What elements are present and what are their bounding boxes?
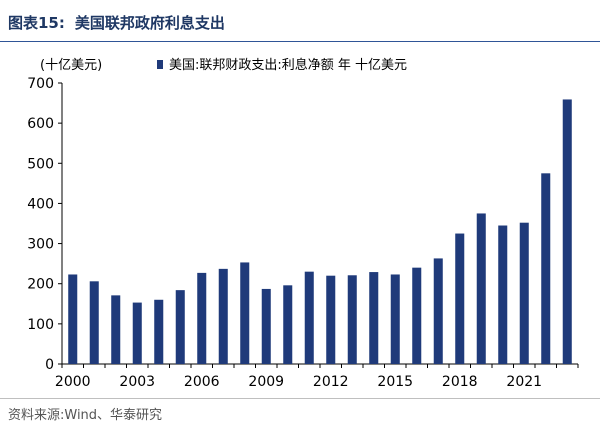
x-tick-label: 2000 — [55, 374, 91, 390]
bar-2009 — [261, 288, 271, 364]
x-tick-label: 2021 — [506, 374, 542, 390]
bar-2018 — [455, 233, 465, 364]
bar-2002 — [111, 295, 121, 364]
legend-swatch — [157, 60, 163, 69]
y-tick-label: 100 — [27, 317, 54, 333]
bar-2017 — [433, 258, 443, 364]
bars — [68, 99, 572, 365]
bar-2010 — [283, 285, 293, 364]
bar-chart: (十亿美元) 美国:联邦财政支出:利息净额 年 十亿美元 0 100 200 300 4… — [27, 57, 579, 390]
bar-2022 — [541, 173, 551, 364]
y-tick-label: 0 — [45, 357, 54, 373]
bar-2011 — [304, 271, 314, 364]
footer-rule — [0, 398, 600, 399]
y-tick-label: 300 — [27, 237, 54, 253]
x-tick-label: 2006 — [184, 374, 220, 390]
bar-2005 — [175, 290, 185, 364]
bar-2007 — [218, 268, 228, 364]
x-tick-label: 2018 — [442, 374, 478, 390]
x-tick-label: 2003 — [119, 374, 155, 390]
bar-2015 — [390, 274, 400, 364]
chart-header: 图表15: 美国联邦政府利息支出 — [0, 0, 600, 42]
source-note: 资料来源:Wind、华泰研究 — [8, 408, 163, 423]
bar-2014 — [369, 272, 379, 364]
x-tick-label: 2012 — [313, 374, 349, 390]
figure-title: 美国联邦政府利息支出 — [74, 14, 225, 32]
bar-2013 — [347, 275, 357, 364]
bar-2008 — [240, 262, 250, 364]
bar-2004 — [154, 299, 164, 364]
bar-2003 — [132, 302, 142, 364]
y-tick-label: 600 — [27, 116, 54, 132]
bar-2021 — [519, 222, 529, 364]
x-tick-label: 2015 — [377, 374, 413, 390]
bar-2012 — [326, 275, 336, 364]
y-unit-label: (十亿美元) — [40, 58, 102, 73]
figure-label: 图表15: — [8, 14, 65, 32]
header-rule — [0, 41, 600, 42]
y-tick-label: 200 — [27, 277, 54, 293]
bar-2001 — [89, 281, 99, 364]
y-axis: 0 100 200 300 400 500 600 700 — [27, 76, 63, 373]
x-axis: 2000 2003 2006 2009 2012 2015 2018 2021 — [55, 363, 579, 390]
bar-2019 — [476, 213, 486, 364]
chart-title: 图表15: 美国联邦政府利息支出 — [8, 12, 225, 33]
x-tick-label: 2009 — [248, 374, 284, 390]
y-tick-label: 700 — [27, 76, 54, 92]
bar-2023 — [562, 99, 572, 365]
y-tick-label: 500 — [27, 156, 54, 172]
bar-2000 — [68, 274, 78, 364]
y-tick-label: 400 — [27, 196, 54, 212]
bar-2006 — [197, 272, 207, 364]
bar-2016 — [412, 267, 422, 364]
bar-2020 — [498, 225, 508, 364]
legend-label: 美国:联邦财政支出:利息净额 年 十亿美元 — [169, 57, 407, 73]
